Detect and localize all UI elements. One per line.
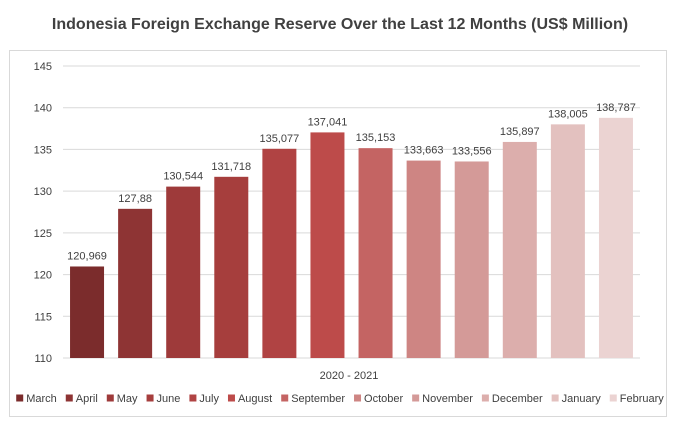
legend-label: February [620,393,665,405]
data-label: 137,041 [308,116,348,128]
legend-swatch [354,394,362,402]
bar-august [310,132,345,358]
chart-title: Indonesia Foreign Exchange Reserve Over … [51,16,629,33]
legend-swatch [551,394,559,402]
bar-april [118,208,153,358]
legend-swatch [227,394,235,402]
legend-label: March [26,393,57,405]
legend-label: June [157,393,181,405]
legend-swatch [16,394,24,402]
data-label: 130,544 [163,171,203,183]
legend-swatch [146,394,154,402]
legend-swatch [106,394,114,402]
bar-june [214,176,249,358]
y-tick-label: 115 [34,311,52,323]
chart-frame [9,50,667,417]
y-tick-label: 145 [34,61,52,73]
y-tick-label: 130 [34,186,52,198]
bar-january [550,124,585,359]
legend-label: April [76,393,98,405]
data-label: 120,969 [67,250,107,262]
legend-swatch [189,394,197,402]
legend-swatch [609,394,617,402]
data-label: 138,787 [596,102,636,114]
legend-label: August [238,393,272,405]
legend-swatch [412,394,420,402]
legend-label: October [364,393,403,405]
legend-swatch [481,394,489,402]
data-label: 127,88 [118,193,152,205]
bar-october [406,160,441,358]
data-label: 133,663 [404,145,444,157]
bar-may [166,186,201,358]
data-label: 135,897 [500,126,540,138]
data-label: 135,077 [259,133,299,145]
data-label: 135,153 [356,132,396,144]
bar-march [70,266,105,358]
legend-label: July [199,393,219,405]
bar-december [502,141,537,358]
data-label: 131,718 [211,161,251,173]
legend-label: December [492,393,543,405]
bar-november [454,161,489,358]
legend-swatch [281,394,289,402]
bar-september [358,148,393,358]
x-axis-label: 2020 - 2021 [320,370,379,382]
data-label: 133,556 [452,145,492,157]
bar-february [598,117,633,359]
legend-label: September [291,393,345,405]
bar-july [262,148,297,358]
legend-label: January [562,393,602,405]
legend-swatch [65,394,73,402]
y-tick-label: 135 [34,144,52,156]
legend-label: May [117,393,138,405]
data-label: 138,005 [548,108,588,120]
y-tick-label: 125 [34,228,52,240]
legend-label: November [422,393,473,405]
y-tick-label: 120 [34,270,52,282]
y-tick-label: 110 [34,353,52,365]
y-tick-label: 140 [34,103,52,115]
